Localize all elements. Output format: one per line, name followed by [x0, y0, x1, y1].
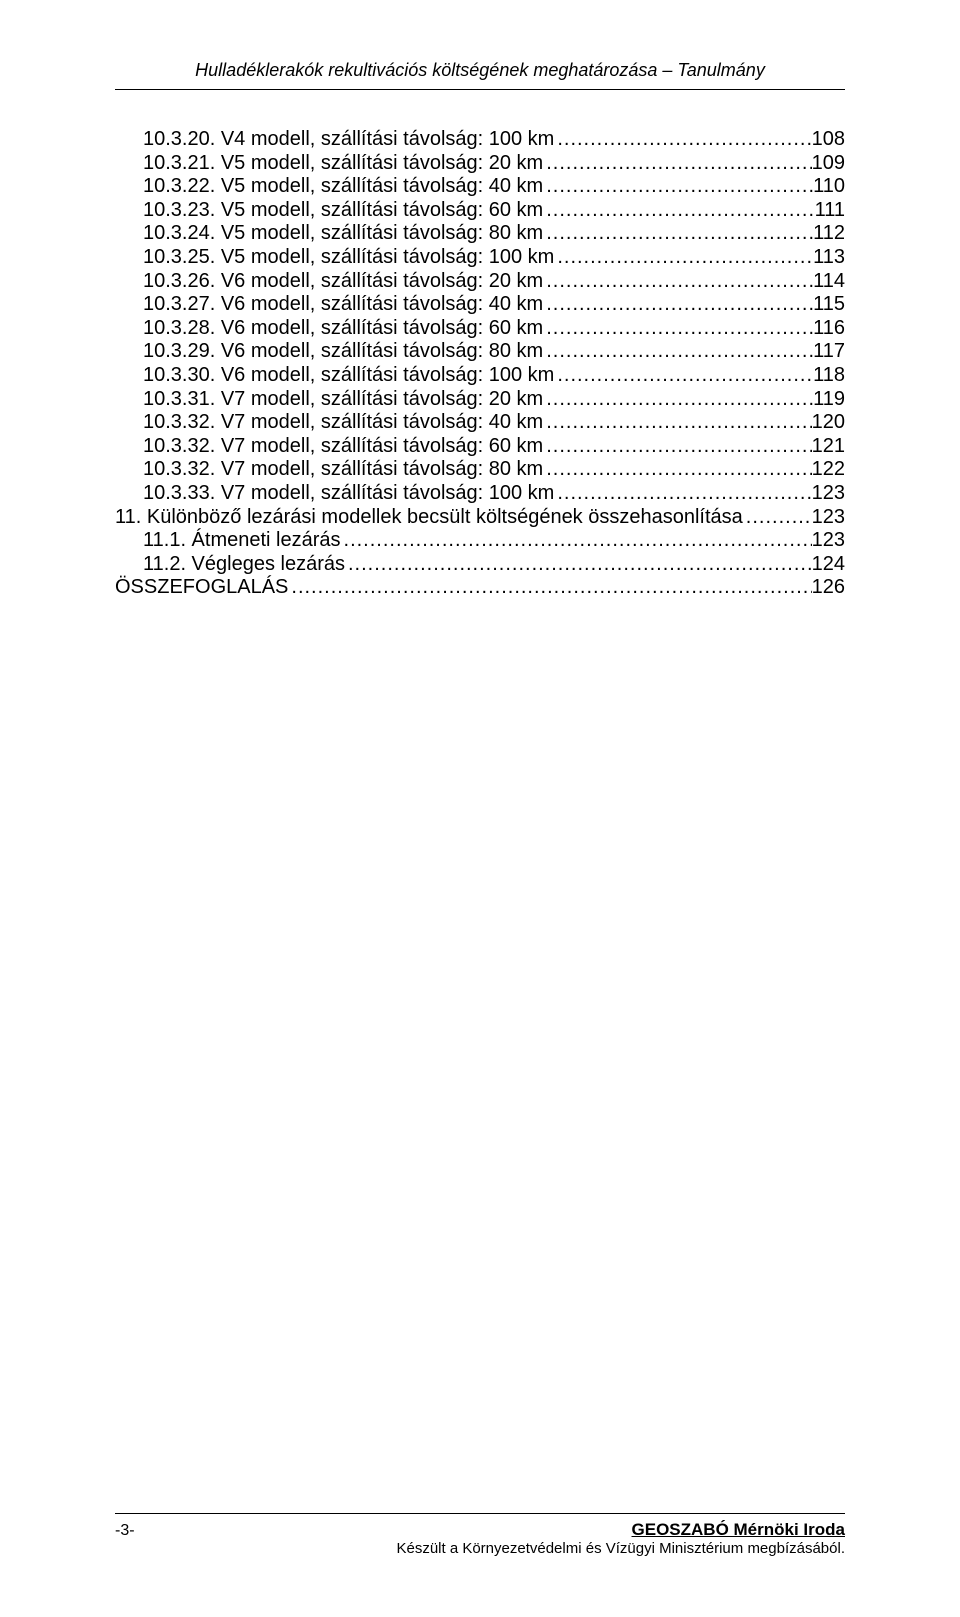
toc-label: 10.3.24. V5 modell, szállítási távolság:…	[143, 222, 543, 246]
toc-row: 11. Különböző lezárási modellek becsült …	[115, 506, 845, 530]
table-of-contents: 10.3.20. V4 modell, szállítási távolság:…	[115, 128, 845, 600]
toc-leader-dots	[543, 222, 813, 246]
toc-label: 10.3.25. V5 modell, szállítási távolság:…	[143, 246, 554, 270]
toc-leader-dots	[543, 317, 813, 341]
toc-label: 11.1. Átmeneti lezárás	[143, 529, 341, 553]
toc-row: 10.3.28. V6 modell, szállítási távolság:…	[115, 317, 845, 341]
footer-subtitle: Készült a Környezetvédelmi és Vízügyi Mi…	[396, 1540, 845, 1557]
toc-label: 10.3.30. V6 modell, szállítási távolság:…	[143, 364, 554, 388]
toc-page-number: 117	[813, 340, 845, 364]
toc-row: 10.3.30. V6 modell, szállítási távolság:…	[115, 364, 845, 388]
toc-page-number: 126	[812, 576, 845, 600]
toc-label: 10.3.28. V6 modell, szállítási távolság:…	[143, 317, 543, 341]
toc-page-number: 122	[812, 458, 845, 482]
toc-label: 10.3.22. V5 modell, szállítási távolság:…	[143, 175, 543, 199]
toc-page-number: 124	[812, 553, 845, 577]
toc-label: ÖSSZEFOGLALÁS	[115, 576, 288, 600]
toc-leader-dots	[543, 458, 811, 482]
toc-leader-dots	[345, 553, 812, 577]
toc-row: 10.3.27. V6 modell, szállítási távolság:…	[115, 293, 845, 317]
toc-row: 10.3.29. V6 modell, szállítási távolság:…	[115, 340, 845, 364]
toc-label: 10.3.20. V4 modell, szállítási távolság:…	[143, 128, 554, 152]
toc-page-number: 113	[813, 246, 845, 270]
toc-label: 11. Különböző lezárási modellek becsült …	[115, 506, 743, 530]
toc-page-number: 108	[812, 128, 845, 152]
toc-row: 11.1. Átmeneti lezárás 123	[115, 529, 845, 553]
toc-page-number: 114	[813, 270, 845, 294]
toc-page-number: 110	[813, 175, 845, 199]
toc-leader-dots	[288, 576, 811, 600]
toc-label: 10.3.26. V6 modell, szállítási távolság:…	[143, 270, 543, 294]
page-header-title: Hulladéklerakók rekultivációs költségéne…	[115, 60, 845, 81]
toc-page-number: 112	[813, 222, 845, 246]
toc-leader-dots	[554, 364, 813, 388]
toc-row: 10.3.26. V6 modell, szállítási távolság:…	[115, 270, 845, 294]
toc-row: 10.3.32. V7 modell, szállítási távolság:…	[115, 435, 845, 459]
toc-page-number: 123	[812, 529, 845, 553]
toc-page-number: 111	[815, 199, 845, 223]
toc-leader-dots	[554, 482, 811, 506]
toc-leader-dots	[554, 246, 813, 270]
toc-row: 10.3.25. V5 modell, szállítási távolság:…	[115, 246, 845, 270]
toc-leader-dots	[341, 529, 812, 553]
toc-leader-dots	[543, 411, 811, 435]
toc-row: 10.3.33. V7 modell, szállítási távolság:…	[115, 482, 845, 506]
footer-rule	[115, 1513, 845, 1514]
toc-row: 10.3.31. V7 modell, szállítási távolság:…	[115, 388, 845, 412]
toc-page-number: 119	[813, 388, 845, 412]
toc-label: 10.3.29. V6 modell, szállítási távolság:…	[143, 340, 543, 364]
toc-label: 11.2. Végleges lezárás	[143, 553, 345, 577]
toc-row: 10.3.32. V7 modell, szállítási távolság:…	[115, 458, 845, 482]
toc-page-number: 118	[813, 364, 845, 388]
toc-row: 10.3.23. V5 modell, szállítási távolság:…	[115, 199, 845, 223]
toc-row: 10.3.21. V5 modell, szállítási távolság:…	[115, 152, 845, 176]
toc-page-number: 109	[812, 152, 845, 176]
toc-leader-dots	[543, 435, 811, 459]
toc-leader-dots	[554, 128, 811, 152]
toc-label: 10.3.32. V7 modell, szállítási távolság:…	[143, 411, 543, 435]
toc-label: 10.3.21. V5 modell, szállítási távolság:…	[143, 152, 543, 176]
footer-brand: GEOSZABÓ Mérnöki Iroda	[396, 1520, 845, 1540]
toc-leader-dots	[543, 388, 813, 412]
toc-label: 10.3.32. V7 modell, szállítási távolság:…	[143, 435, 543, 459]
toc-page-number: 120	[812, 411, 845, 435]
toc-row: 10.3.20. V4 modell, szállítási távolság:…	[115, 128, 845, 152]
toc-row: 10.3.22. V5 modell, szállítási távolság:…	[115, 175, 845, 199]
toc-leader-dots	[543, 293, 813, 317]
toc-page-number: 123	[812, 506, 845, 530]
toc-label: 10.3.27. V6 modell, szállítási távolság:…	[143, 293, 543, 317]
header-rule	[115, 89, 845, 90]
toc-leader-dots	[543, 175, 813, 199]
toc-leader-dots	[543, 199, 814, 223]
page-footer: -3- GEOSZABÓ Mérnöki Iroda Készült a Kör…	[115, 1513, 845, 1557]
toc-row: 10.3.32. V7 modell, szállítási távolság:…	[115, 411, 845, 435]
toc-label: 10.3.31. V7 modell, szállítási távolság:…	[143, 388, 543, 412]
toc-label: 10.3.32. V7 modell, szállítási távolság:…	[143, 458, 543, 482]
toc-page-number: 116	[813, 317, 845, 341]
toc-page-number: 115	[813, 293, 845, 317]
toc-page-number: 121	[812, 435, 845, 459]
toc-label: 10.3.33. V7 modell, szállítási távolság:…	[143, 482, 554, 506]
toc-leader-dots	[543, 340, 813, 364]
toc-row: 10.3.24. V5 modell, szállítási távolság:…	[115, 222, 845, 246]
toc-leader-dots	[543, 152, 811, 176]
toc-row: ÖSSZEFOGLALÁS 126	[115, 576, 845, 600]
toc-page-number: 123	[812, 482, 845, 506]
toc-row: 11.2. Végleges lezárás 124	[115, 553, 845, 577]
toc-leader-dots	[543, 270, 813, 294]
toc-leader-dots	[743, 506, 812, 530]
footer-page-number: -3-	[115, 1520, 135, 1540]
toc-label: 10.3.23. V5 modell, szállítási távolság:…	[143, 199, 543, 223]
